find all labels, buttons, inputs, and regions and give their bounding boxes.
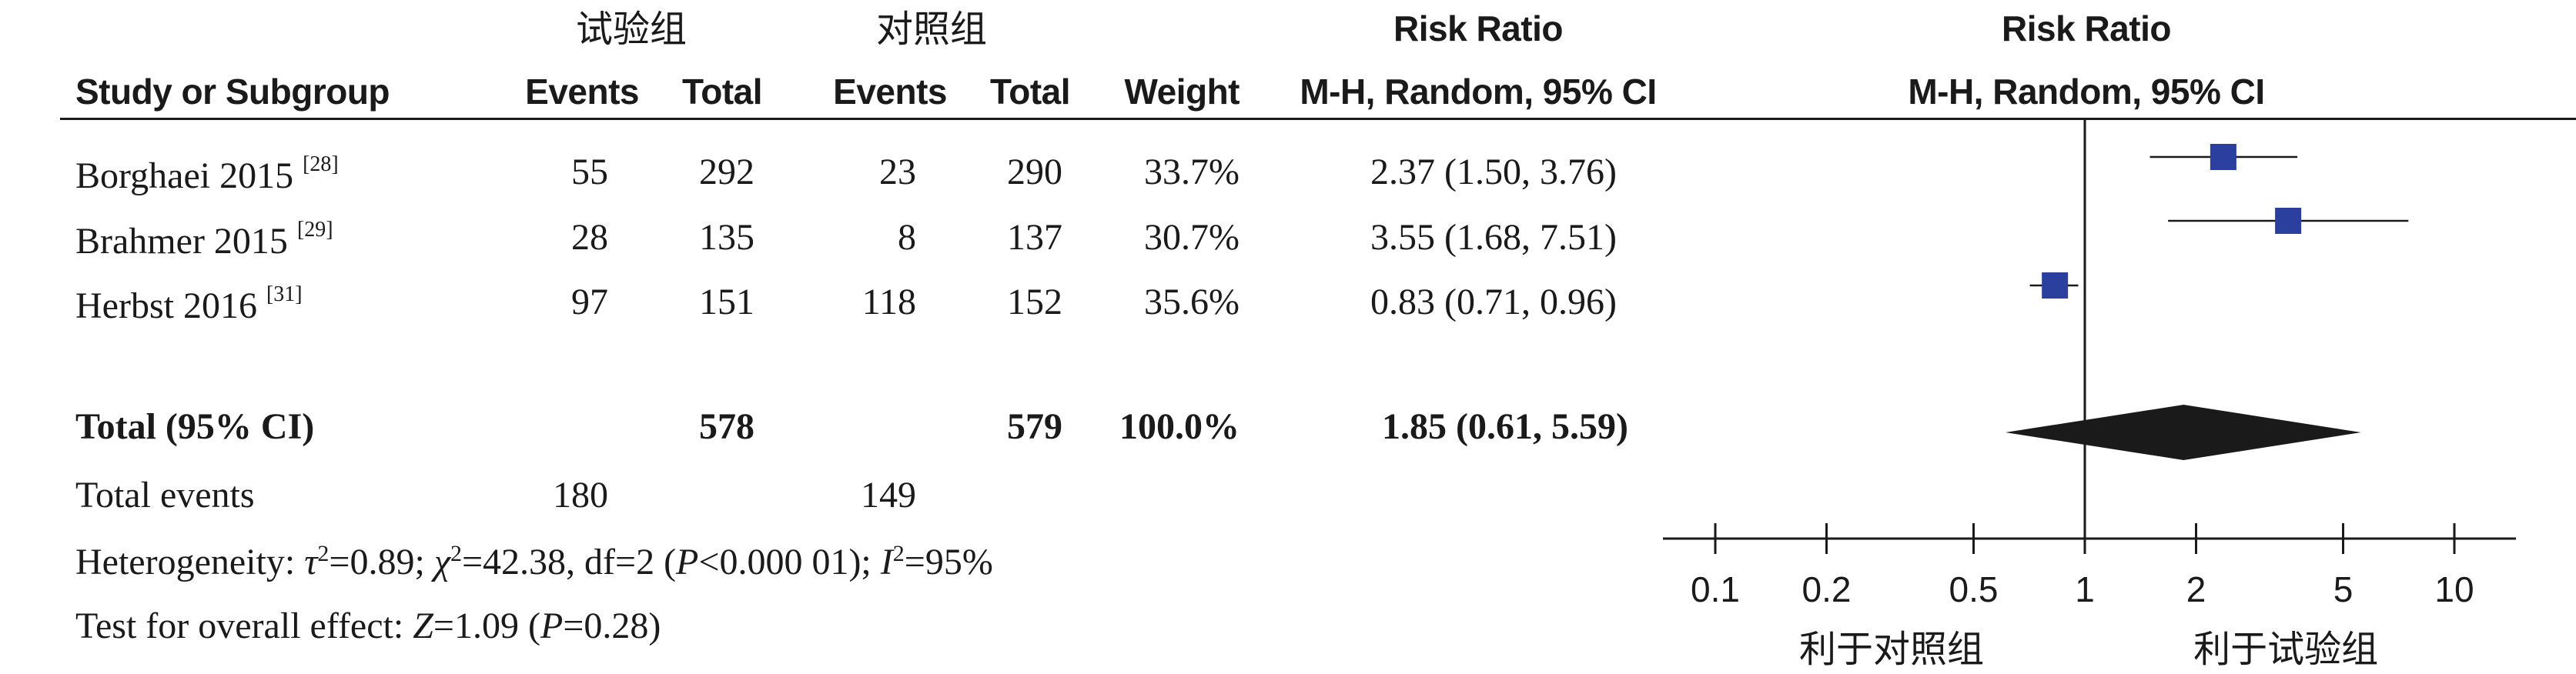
treatment-total: 135	[699, 217, 754, 258]
control-total: 137	[1007, 217, 1062, 258]
study-effect-marker	[2275, 208, 2302, 234]
treatment-total: 292	[699, 152, 754, 192]
x-axis-tick-label: 2	[2186, 569, 2206, 609]
total-label: Total (95% CI)	[75, 406, 315, 447]
treatment-total-events: 180	[553, 475, 608, 516]
control-events: 23	[879, 152, 916, 192]
plot-method: M-H, Random, 95% CI	[1908, 72, 2265, 112]
treatment-total: 151	[699, 282, 754, 322]
x-axis-tick-label: 10	[2434, 569, 2474, 609]
control-total: 290	[1007, 152, 1062, 192]
pooled-effect-diamond	[2005, 405, 2361, 460]
study-name: Herbst 2016 [31]	[75, 282, 303, 326]
study-name: Borghaei 2015 [28]	[75, 152, 339, 196]
x-axis-tick-label: 0.1	[1691, 569, 1740, 609]
study-weight: 30.7%	[1144, 217, 1239, 258]
risk-ratio-ci: 2.37 (1.50, 3.76)	[1370, 152, 1617, 192]
total-weight: 100.0%	[1119, 406, 1239, 447]
risk-ratio-ci: 0.83 (0.71, 0.96)	[1370, 282, 1617, 322]
control-grand-total: 579	[1007, 406, 1062, 447]
risk-ratio-ci: 3.55 (1.68, 7.51)	[1370, 217, 1617, 258]
plot-title: Risk Ratio	[2002, 8, 2171, 48]
study-effect-marker	[2042, 272, 2069, 299]
control-group-header: 对照组	[875, 8, 987, 51]
control-total-header: Total	[990, 72, 1070, 112]
treatment-group-header: 试验组	[575, 8, 687, 51]
control-events: 8	[898, 217, 916, 258]
study-effect-marker	[2210, 144, 2236, 170]
treatment-events: 97	[571, 282, 608, 322]
treatment-total-header: Total	[682, 72, 762, 112]
favours-treatment-label: 利于试验组	[2193, 629, 2378, 670]
control-events: 118	[861, 282, 916, 322]
control-total: 152	[1007, 282, 1062, 322]
control-events-header: Events	[833, 72, 947, 112]
treatment-events: 55	[571, 152, 608, 192]
weight-header: Weight	[1124, 72, 1240, 112]
study-name: Brahmer 2015 [29]	[75, 218, 333, 262]
control-total-events: 149	[861, 475, 916, 516]
study-weight: 35.6%	[1144, 282, 1239, 322]
risk-ratio-header: Risk Ratio	[1393, 8, 1563, 48]
study-column-header: Study or Subgroup	[75, 72, 390, 112]
overall-effect-test: Test for overall effect: Z=1.09 (P=0.28)	[75, 606, 661, 646]
treatment-events: 28	[571, 217, 608, 258]
pooled-risk-ratio-ci: 1.85 (0.61, 5.59)	[1382, 406, 1628, 447]
x-axis-tick-label: 5	[2333, 569, 2354, 609]
favours-control-label: 利于对照组	[1799, 629, 1984, 670]
heterogeneity-statistics: Heterogeneity: τ2=0.89; χ2=42.38, df=2 (…	[75, 541, 993, 582]
total-events-label: Total events	[75, 475, 255, 516]
treatment-events-header: Events	[525, 72, 639, 112]
treatment-grand-total: 578	[699, 406, 754, 447]
x-axis-tick-label: 0.5	[1949, 569, 1999, 609]
risk-ratio-method-header: M-H, Random, 95% CI	[1300, 72, 1657, 112]
study-weight: 33.7%	[1144, 152, 1239, 192]
x-axis-tick-label: 1	[2075, 569, 2095, 609]
header-rule	[60, 118, 2576, 120]
x-axis-tick-label: 0.2	[1802, 569, 1852, 609]
